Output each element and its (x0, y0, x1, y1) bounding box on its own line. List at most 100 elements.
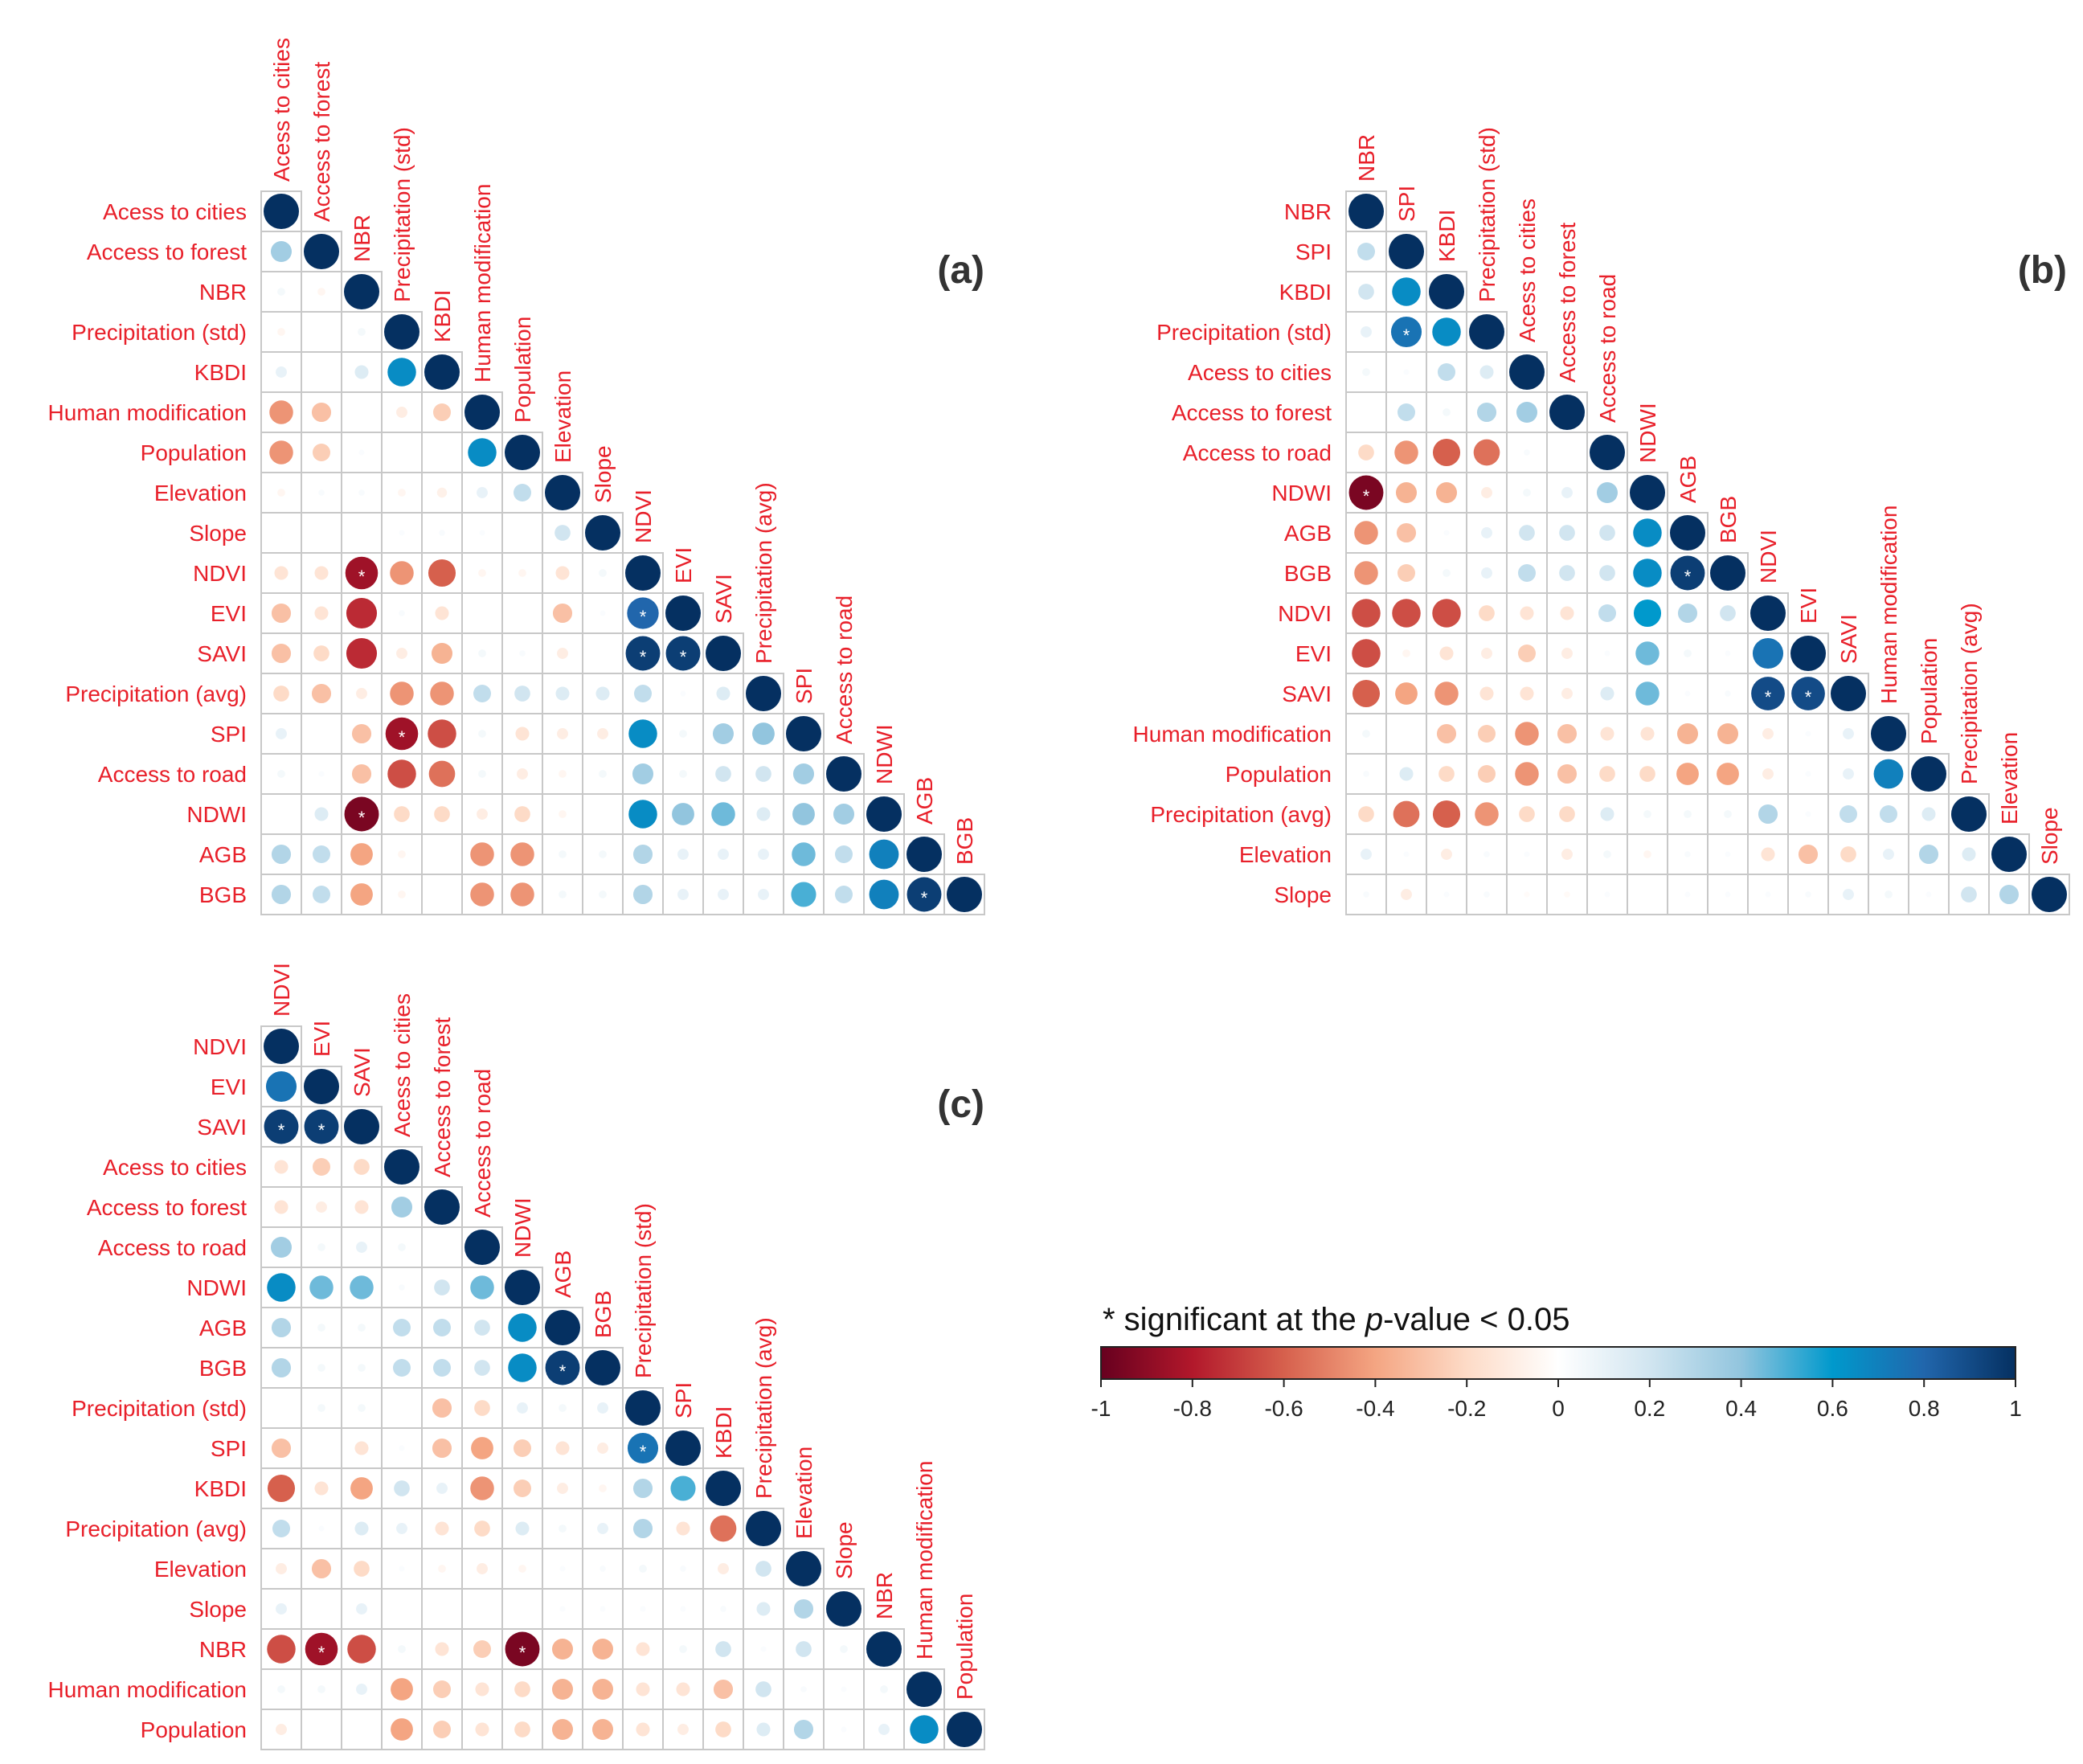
correlation-circle (519, 650, 526, 657)
colorbar-tick-label: 0.4 (1725, 1396, 1757, 1421)
row-label: Access to road (1183, 440, 1332, 465)
correlation-circle (1604, 891, 1610, 898)
correlation-circle (354, 365, 369, 379)
row-label: SPI (211, 722, 247, 747)
correlation-circle (271, 1438, 292, 1459)
correlation-circle (557, 648, 568, 659)
correlation-circle (591, 1638, 614, 1660)
column-label: Slope (591, 445, 616, 503)
correlation-circle (515, 1521, 530, 1536)
correlation-circle (597, 1443, 608, 1454)
correlation-circle (399, 610, 405, 616)
correlation-circle (270, 1236, 293, 1259)
correlation-circle (632, 1518, 653, 1539)
correlation-circle (1798, 844, 1819, 865)
correlation-circle (470, 842, 494, 866)
correlation-circle (274, 1160, 289, 1174)
colorbar-tick-label: 0.8 (1909, 1396, 1940, 1421)
significance-star: * (1403, 325, 1410, 346)
correlation-circle (475, 1682, 489, 1696)
diagonal-circle (545, 475, 580, 510)
correlation-circle (473, 1640, 491, 1658)
correlation-circle (679, 1645, 687, 1653)
correlation-circle (432, 1398, 452, 1418)
correlation-circle (269, 440, 293, 465)
significance-star: * (1684, 567, 1692, 587)
correlation-circle (318, 329, 325, 335)
correlation-circle (276, 1724, 287, 1735)
correlation-circle (358, 449, 365, 456)
significance-star: * (640, 647, 647, 667)
row-label: SPI (211, 1436, 247, 1461)
correlation-circle (1432, 317, 1461, 346)
correlation-circle (720, 1606, 726, 1612)
correlation-circle (1805, 891, 1811, 898)
correlation-circle (439, 891, 445, 898)
correlation-circle (1483, 851, 1490, 857)
correlation-circle (314, 807, 329, 821)
correlation-circle (1519, 525, 1535, 541)
row-label: Acess to cities (103, 1155, 247, 1180)
correlation-circle (431, 642, 453, 665)
correlation-circle (1639, 766, 1655, 782)
correlation-circle (1883, 849, 1894, 860)
correlation-circle (1515, 722, 1539, 746)
correlation-circle (1395, 481, 1418, 504)
diagonal-circle (344, 274, 379, 309)
correlation-circle (505, 1631, 540, 1667)
correlation-circle (267, 1273, 296, 1302)
correlation-circle (1635, 641, 1659, 665)
correlation-circle (317, 1364, 325, 1372)
correlation-circle (1432, 438, 1461, 467)
correlation-circle (390, 561, 414, 585)
correlation-circle (314, 1481, 329, 1496)
correlation-circle (557, 728, 568, 739)
correlation-circle (478, 730, 486, 738)
correlation-circle (385, 717, 419, 751)
correlation-circle (545, 1350, 580, 1385)
row-label: EVI (1295, 641, 1332, 666)
correlation-circle (318, 1445, 325, 1451)
correlation-circle (559, 810, 567, 818)
diagonal-circle (947, 877, 982, 912)
correlation-circle (399, 1445, 405, 1451)
correlation-circle (906, 877, 942, 912)
correlation-circle (396, 1523, 407, 1534)
correlation-circle (1840, 805, 1857, 823)
correlation-circle (869, 839, 899, 870)
correlation-circle (398, 1243, 406, 1251)
correlation-circle (1443, 891, 1450, 898)
column-label: NDWI (872, 724, 897, 784)
column-label: SPI (792, 668, 816, 704)
correlation-circle (628, 800, 657, 829)
correlation-circle (470, 1275, 494, 1299)
column-label: Acess to cities (1515, 199, 1540, 342)
significance-star: * (640, 1442, 647, 1462)
correlation-circle (676, 1682, 690, 1696)
correlation-circle (390, 681, 414, 706)
correlation-circle (391, 1196, 413, 1218)
correlation-circle (394, 806, 410, 822)
correlation-circle (680, 1606, 686, 1612)
correlation-circle (276, 728, 287, 739)
legend-title: * significant at the p-value < 0.05 (1103, 1302, 1570, 1337)
correlation-circle (559, 1565, 566, 1572)
correlation-circle (433, 403, 451, 421)
correlation-circle (600, 811, 606, 817)
row-label: NDVI (193, 561, 247, 586)
row-label: SPI (1295, 239, 1332, 264)
row-label: AGB (199, 842, 247, 867)
column-label: NDWI (1635, 403, 1660, 463)
correlation-circle (356, 1684, 367, 1695)
correlation-circle (600, 650, 606, 657)
panel-a: * * * * * * * Acess to cities Access to forest NB… (48, 38, 985, 915)
correlation-circle (792, 803, 815, 825)
column-label: NBR (872, 1572, 897, 1619)
diagonal-circle (384, 1149, 419, 1185)
diagonal-circle (1871, 716, 1906, 751)
correlation-circle (599, 1484, 607, 1492)
correlation-circle (1561, 849, 1573, 860)
correlation-circle (269, 400, 293, 424)
correlation-circle (1515, 762, 1539, 786)
correlation-circle (559, 1606, 566, 1612)
